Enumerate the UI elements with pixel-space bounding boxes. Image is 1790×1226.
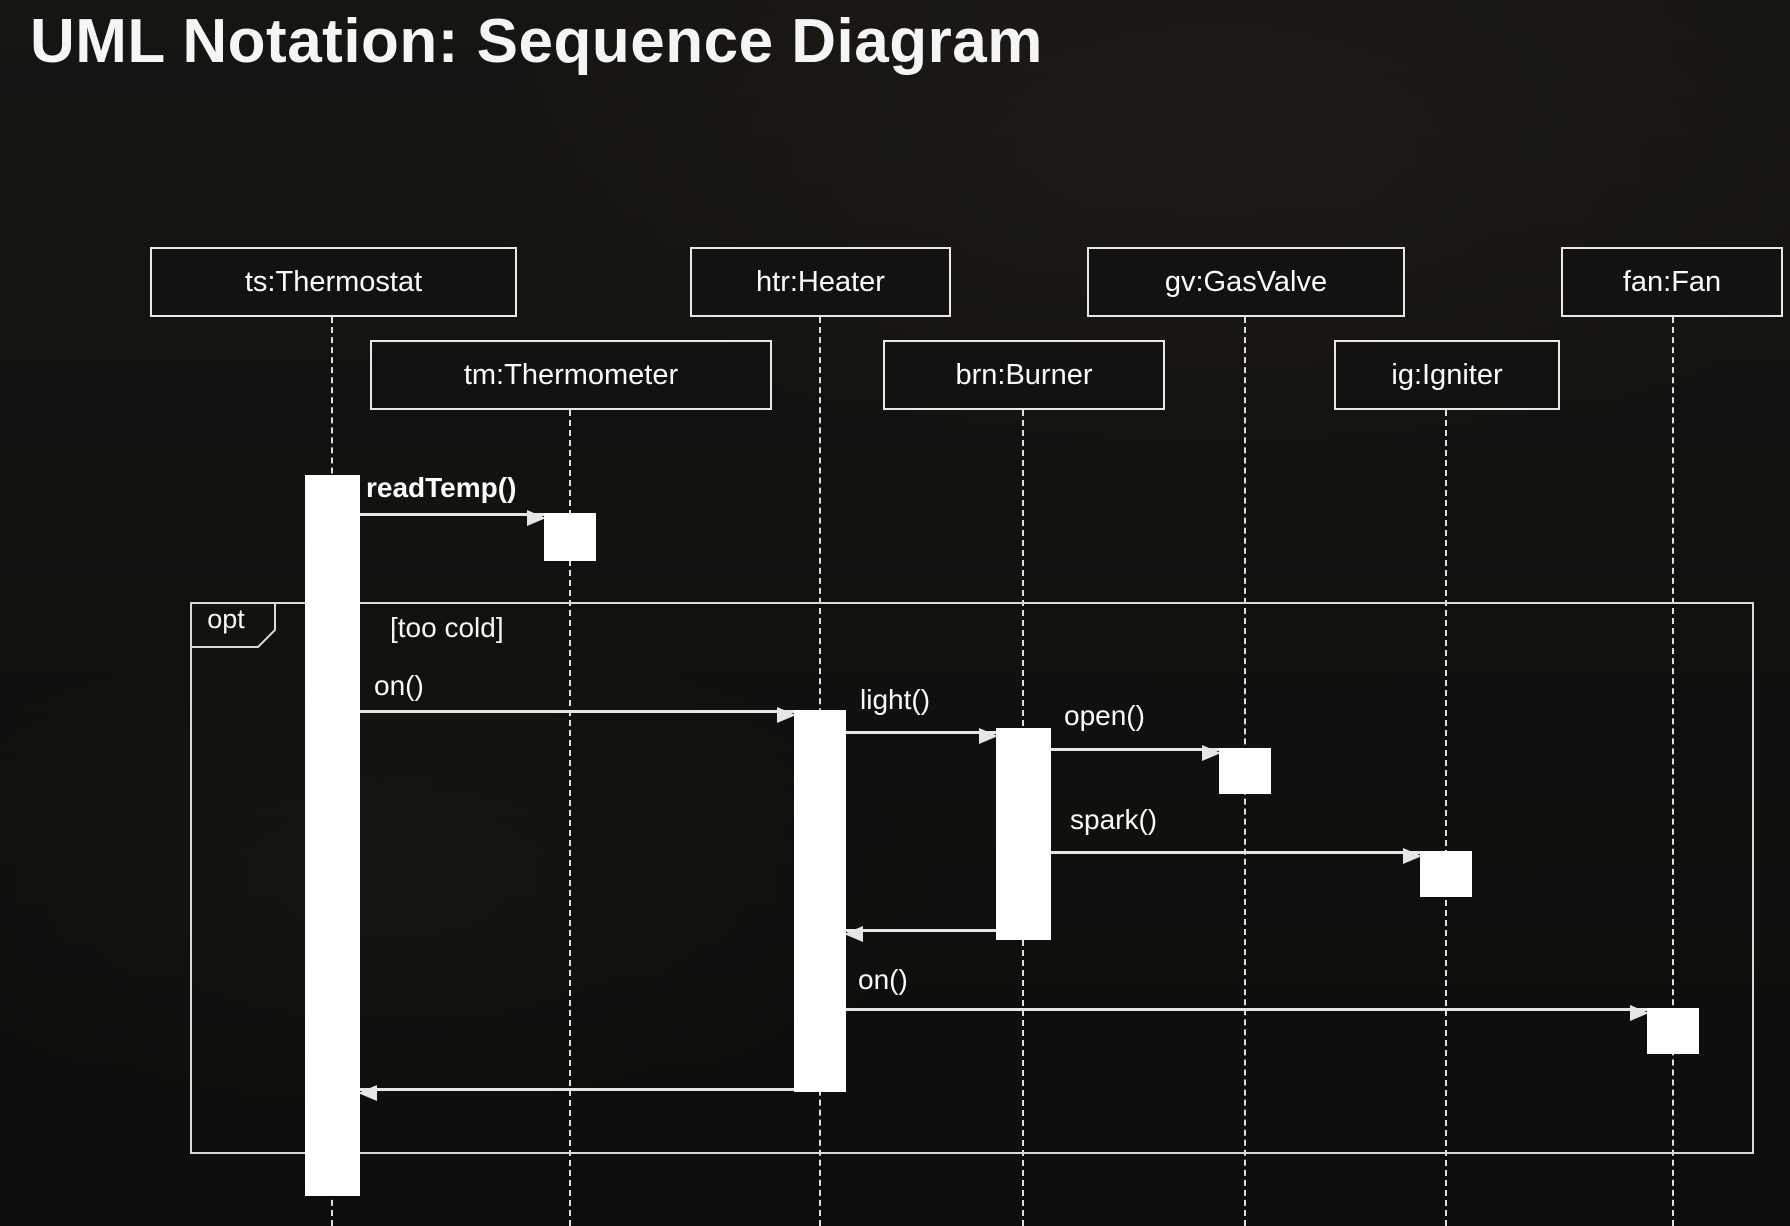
lifeline-thermometer bbox=[569, 410, 571, 1226]
participant-heater: htr:Heater bbox=[690, 247, 951, 317]
arrowhead-right-icon bbox=[1630, 1005, 1649, 1021]
message-return-heater-to-thermostat-arrow bbox=[358, 1085, 794, 1101]
activation-fan bbox=[1647, 1008, 1699, 1054]
fragment-operator-label: opt bbox=[207, 604, 245, 634]
participant-label: brn:Burner bbox=[955, 358, 1093, 391]
participant-fan: fan:Fan bbox=[1561, 247, 1783, 317]
fragment-guard: [too cold] bbox=[390, 612, 504, 643]
message-on-heater-arrow bbox=[360, 707, 796, 723]
activation-burner bbox=[996, 728, 1051, 940]
lifeline-fan bbox=[1672, 317, 1674, 1226]
message-spark-arrow bbox=[1051, 848, 1422, 864]
page-title: UML Notation: Sequence Diagram bbox=[30, 7, 1043, 76]
message-on-heater-label: on() bbox=[374, 670, 424, 701]
message-light-arrow bbox=[846, 728, 998, 744]
participant-gasvalve: gv:GasValve bbox=[1087, 247, 1405, 317]
arrowhead-left-icon bbox=[358, 1085, 377, 1101]
message-return-burner-to-heater-arrow bbox=[844, 926, 996, 942]
participant-label: fan:Fan bbox=[1622, 265, 1722, 298]
fragment-operator-pentagon: opt bbox=[190, 602, 276, 648]
pentagon-icon bbox=[190, 602, 276, 648]
participant-label: ig:Igniter bbox=[1391, 358, 1503, 391]
message-on-fan-label: on() bbox=[858, 964, 908, 995]
activation-heater bbox=[794, 710, 846, 1092]
arrowhead-right-icon bbox=[1403, 848, 1422, 864]
arrowhead-right-icon bbox=[777, 707, 796, 723]
activation-igniter bbox=[1420, 851, 1472, 897]
participant-thermostat: ts:Thermostat bbox=[150, 247, 517, 317]
arrowhead-right-icon bbox=[1202, 745, 1221, 761]
activation-gasvalve bbox=[1219, 748, 1271, 794]
message-open-label: open() bbox=[1064, 700, 1145, 731]
message-light-label: light() bbox=[860, 684, 931, 715]
participant-label: tm:Thermometer bbox=[463, 358, 679, 391]
participant-label: gv:GasValve bbox=[1164, 265, 1328, 298]
message-readtemp-arrow bbox=[360, 510, 546, 526]
activation-thermometer bbox=[544, 513, 596, 561]
participant-igniter: ig:Igniter bbox=[1334, 340, 1560, 410]
message-spark-label: spark() bbox=[1070, 804, 1158, 835]
participant-thermometer: tm:Thermometer bbox=[370, 340, 772, 410]
participant-label: ts:Thermostat bbox=[244, 265, 423, 298]
activation-thermostat bbox=[305, 475, 360, 1196]
participant-burner: brn:Burner bbox=[883, 340, 1165, 410]
arrowhead-left-icon bbox=[844, 926, 863, 942]
message-open-arrow bbox=[1051, 745, 1221, 761]
arrowhead-right-icon bbox=[979, 728, 998, 744]
lifeline-igniter bbox=[1445, 410, 1447, 1226]
arrowhead-right-icon bbox=[527, 510, 546, 526]
message-readtemp-label: readTemp() bbox=[366, 472, 517, 503]
message-on-fan-arrow bbox=[846, 1005, 1649, 1021]
participant-label: htr:Heater bbox=[756, 265, 885, 298]
opt-fragment: opt bbox=[190, 602, 1754, 1154]
